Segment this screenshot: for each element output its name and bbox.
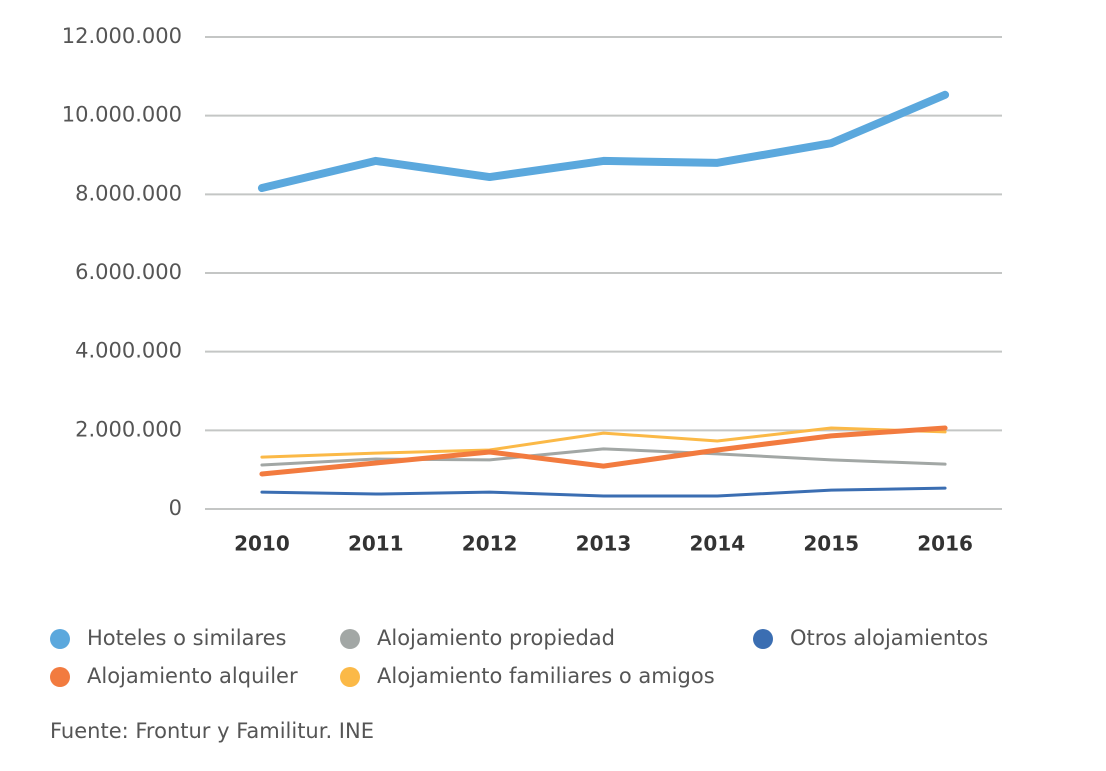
x-tick-label: 2014 [690, 532, 746, 556]
series-line [260, 486, 947, 498]
legend-marker [340, 667, 360, 687]
series-line [260, 426, 947, 459]
legend-label: Alojamiento alquiler [87, 664, 298, 688]
legend-label: Otros alojamientos [790, 626, 988, 650]
source-note: Fuente: Frontur y Familitur. INE [50, 719, 374, 743]
legend-marker [50, 629, 70, 649]
y-tick-label: 12.000.000 [62, 24, 182, 48]
x-tick-label: 2011 [348, 532, 404, 556]
legend-label: Hoteles o similares [87, 626, 287, 650]
legend-label: Alojamiento propiedad [377, 626, 615, 650]
y-tick-label: 6.000.000 [75, 260, 182, 284]
x-tick-label: 2012 [462, 532, 518, 556]
legend-marker [340, 629, 360, 649]
legend-marker [50, 667, 70, 687]
x-tick-label: 2013 [576, 532, 632, 556]
series-line [257, 90, 950, 193]
series-line [260, 447, 947, 467]
x-tick-label: 2016 [917, 532, 973, 556]
legend-label: Alojamiento familiares o amigos [377, 664, 715, 688]
x-tick-label: 2015 [803, 532, 859, 556]
x-tick-label: 2010 [234, 532, 290, 556]
y-tick-label: 0 [169, 496, 182, 520]
series-line [259, 425, 948, 477]
y-tick-label: 2.000.000 [75, 417, 182, 441]
y-tick-label: 8.000.000 [75, 181, 182, 205]
legend-marker [753, 629, 773, 649]
y-tick-label: 10.000.000 [62, 103, 182, 127]
y-tick-label: 4.000.000 [75, 339, 182, 363]
